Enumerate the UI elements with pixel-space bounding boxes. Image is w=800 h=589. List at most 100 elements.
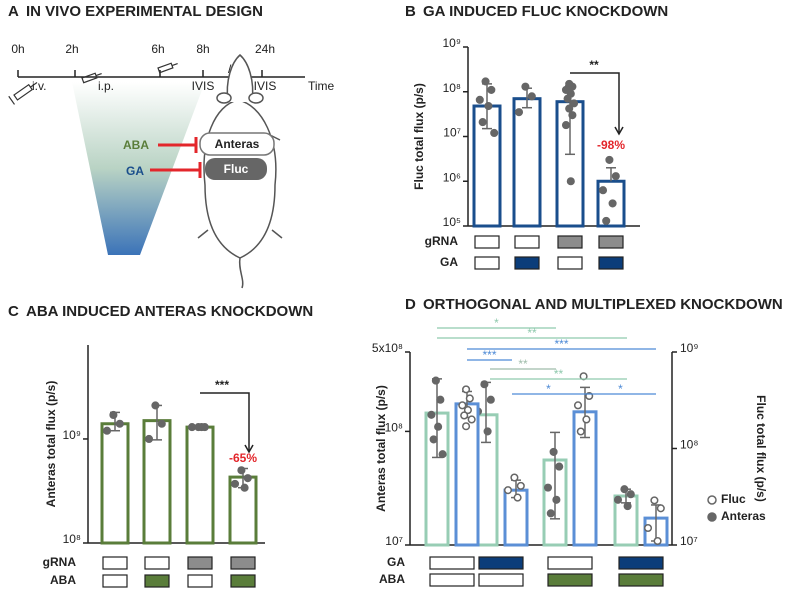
panel-letter: D xyxy=(405,296,416,313)
y-tick-label: 10⁶ xyxy=(443,170,461,184)
event-label: i.v. xyxy=(32,79,46,93)
data-point xyxy=(566,177,575,186)
event-label: i.p. xyxy=(98,79,114,93)
data-point xyxy=(563,94,572,103)
data-point xyxy=(462,385,471,394)
data-point xyxy=(465,394,474,403)
comparison-label: * xyxy=(494,316,499,330)
data-point xyxy=(643,523,653,533)
data-point xyxy=(462,422,471,431)
drug-label: ABA xyxy=(123,138,149,152)
comparison-label: *** xyxy=(554,337,568,351)
arrow-head xyxy=(244,444,254,454)
data-point xyxy=(230,479,240,488)
data-point xyxy=(434,422,443,431)
data-point xyxy=(431,376,440,385)
comparison-label: * xyxy=(546,382,551,396)
event-label: IVIS xyxy=(192,79,215,93)
data-point xyxy=(527,92,536,101)
data-point xyxy=(513,493,522,502)
panel-title: ORTHOGONAL AND MULTIPLEXED KNOCKDOWN xyxy=(423,296,783,313)
annotation: ** xyxy=(589,58,599,72)
y2-tick-label: 10⁹ xyxy=(680,341,699,355)
data-point xyxy=(576,427,585,436)
data-point xyxy=(243,474,252,483)
condition-box xyxy=(598,235,624,249)
annotation: -98% xyxy=(597,138,625,152)
data-point xyxy=(521,82,530,91)
chart: B GA INDUCED FLUC KNOCKDOWN 10⁵ 10⁶ 10⁷ 10⁸ 10… xyxy=(405,3,668,270)
condition-box xyxy=(478,573,524,587)
data-point xyxy=(157,419,166,428)
legend-label: Fluc xyxy=(721,492,746,506)
panel-title: IN VIVO EXPERIMENTAL DESIGN xyxy=(26,3,263,20)
panel-letter: A xyxy=(8,3,19,20)
annotation: *** xyxy=(215,378,229,392)
data-point xyxy=(197,423,206,432)
time-label: 6h xyxy=(151,42,164,56)
data-point xyxy=(102,426,112,435)
condition-box xyxy=(474,235,500,249)
condition-box xyxy=(547,556,593,570)
data-point xyxy=(436,395,445,404)
condition-box xyxy=(230,574,256,588)
time-label: 24h xyxy=(255,42,275,56)
y-axis-label: Anteras total flux (p/s) xyxy=(374,385,388,512)
condition-box xyxy=(618,556,664,570)
data-point xyxy=(429,435,438,444)
data-point xyxy=(427,410,436,419)
legend-marker xyxy=(707,512,717,522)
data-point xyxy=(605,155,614,164)
chart: C ABA INDUCED ANTERAS KNOCKDOWN 10⁸ 10⁹ Ante… xyxy=(8,303,313,588)
data-point xyxy=(546,509,555,518)
data-point xyxy=(653,536,662,546)
data-point xyxy=(623,502,632,511)
data-point xyxy=(510,473,519,482)
condition-label: GA xyxy=(440,255,458,269)
data-point xyxy=(573,401,583,410)
condition-box xyxy=(144,574,170,588)
y2-axis-label: Fluc total flux (p/s) xyxy=(754,395,768,502)
data-point xyxy=(549,447,558,456)
y-tick-label: 10⁸ xyxy=(443,81,461,95)
data-point xyxy=(608,199,617,208)
condition-box xyxy=(187,574,213,588)
comparison-label: ** xyxy=(527,326,537,340)
condition-box xyxy=(102,574,128,588)
condition-box xyxy=(102,556,128,570)
condition-box xyxy=(478,556,524,570)
panel-a: A IN VIVO EXPERIMENTAL DESIGN // 0h 2h 6… xyxy=(8,3,335,289)
data-point xyxy=(478,118,487,127)
comparison-label: * xyxy=(618,382,623,396)
data-point xyxy=(144,434,154,444)
data-point xyxy=(475,95,484,104)
condition-box xyxy=(187,556,213,570)
condition-box xyxy=(144,556,170,570)
comparison-label: *** xyxy=(482,348,496,362)
comparison-label: ** xyxy=(518,357,528,371)
y-tick-label: 10⁸ xyxy=(63,532,81,546)
panel-letter: C xyxy=(8,303,19,320)
arrow-head xyxy=(614,126,624,136)
condition-box xyxy=(429,573,475,587)
data-point xyxy=(486,395,495,404)
legend-label: Anteras xyxy=(721,509,766,523)
data-point xyxy=(650,496,659,505)
data-point xyxy=(543,483,553,492)
y2-tick-label: 10⁷ xyxy=(680,534,698,548)
bar xyxy=(512,97,542,228)
data-point xyxy=(240,483,249,492)
data-point xyxy=(656,504,665,513)
data-point xyxy=(458,401,467,410)
panel-letter: B xyxy=(405,3,416,20)
condition-label: ABA xyxy=(50,573,76,587)
data-point xyxy=(565,104,574,113)
data-point xyxy=(483,427,492,436)
significance-bracket xyxy=(570,72,620,134)
y-axis-label: Anteras total flux (p/s) xyxy=(44,381,58,508)
y-tick-label: 10⁹ xyxy=(63,428,82,442)
dose-fan xyxy=(72,82,205,255)
time-axis-label: Time xyxy=(308,79,335,93)
condition-box xyxy=(557,235,583,249)
drug-label: GA xyxy=(126,164,144,178)
